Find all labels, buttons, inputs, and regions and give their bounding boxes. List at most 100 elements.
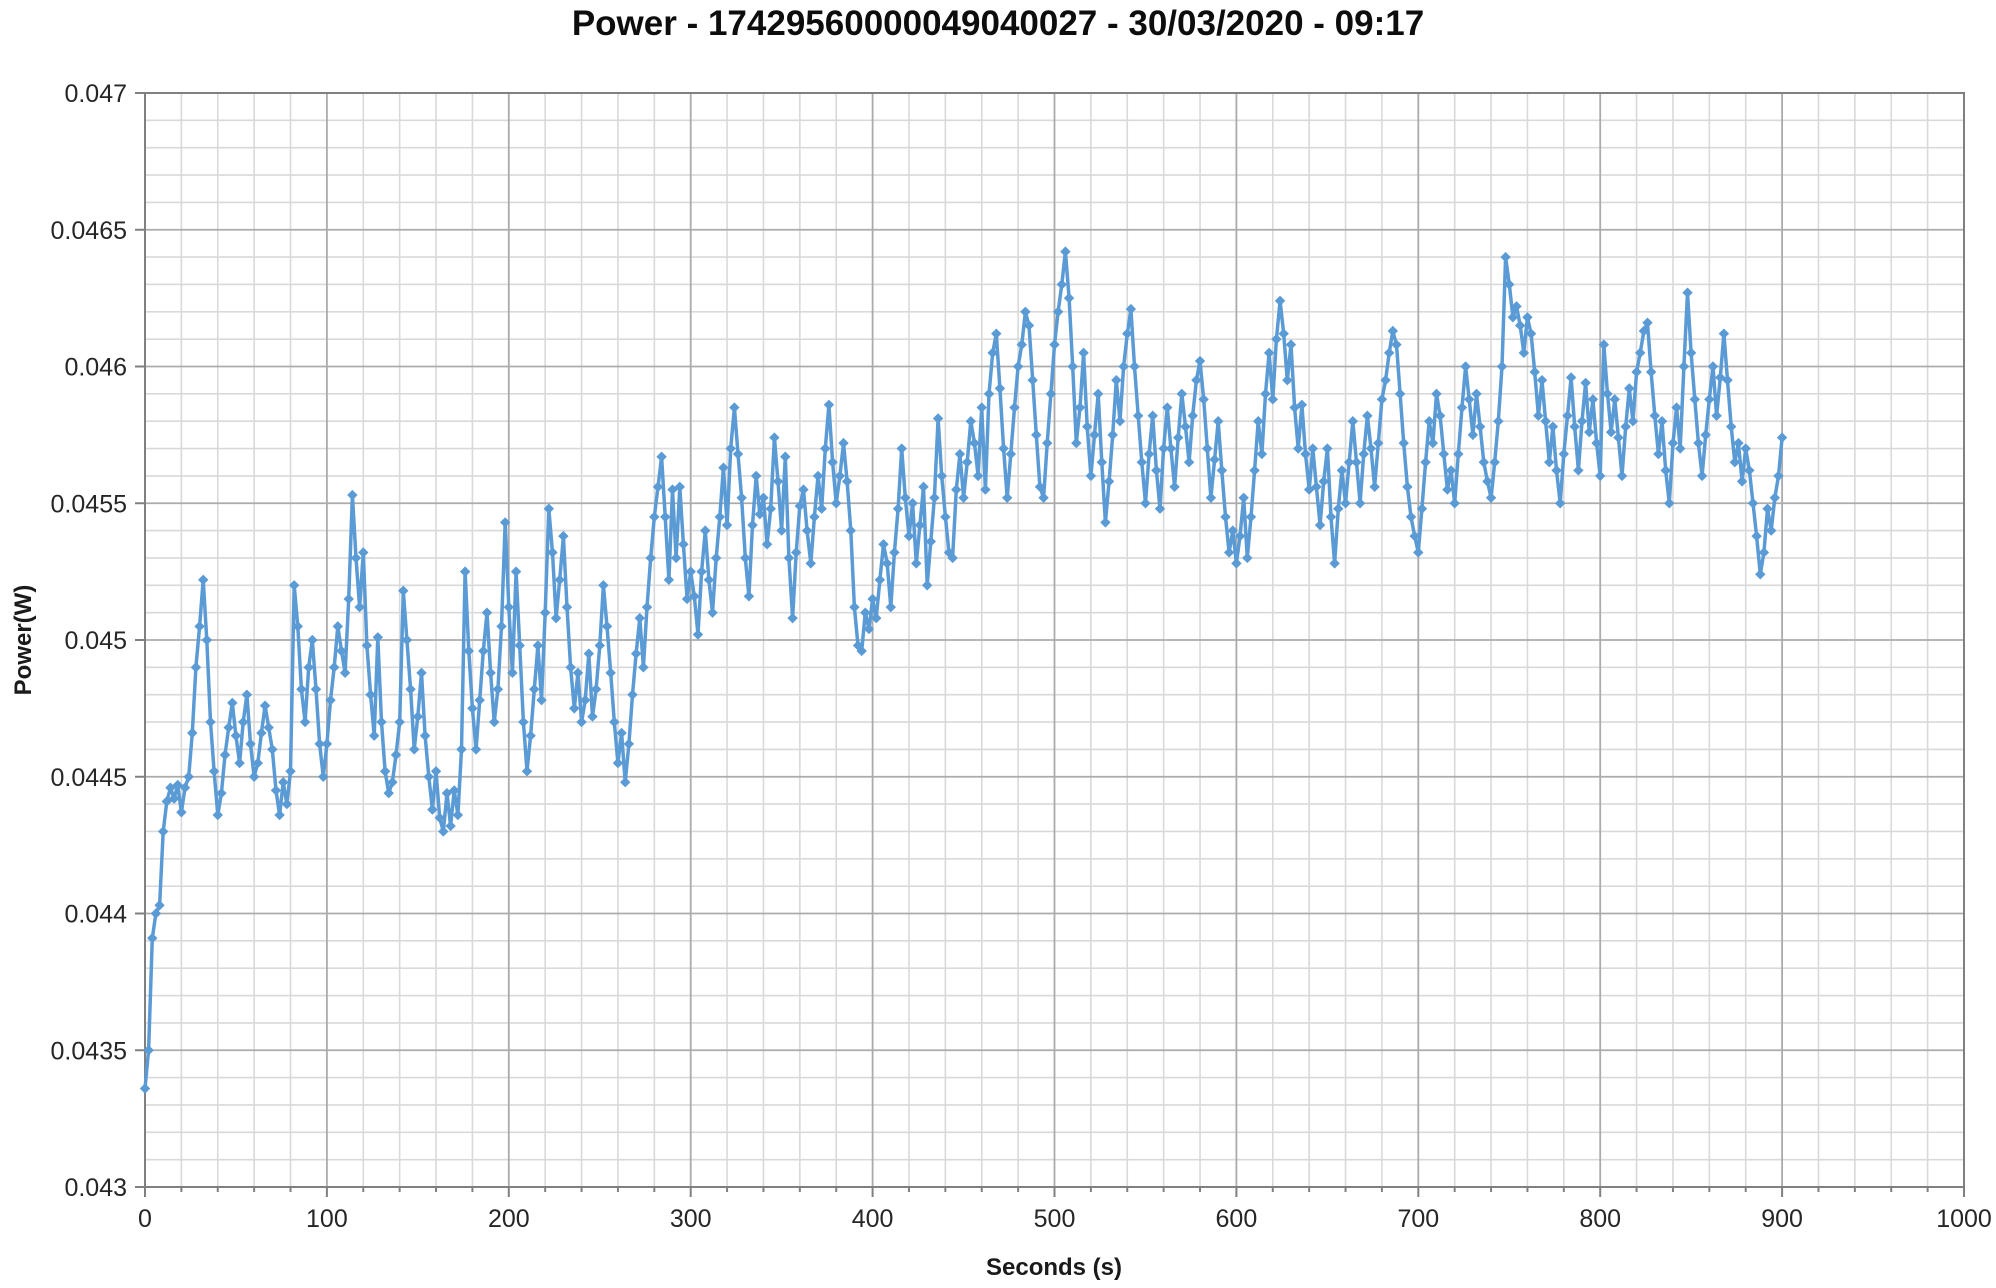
diamond-marker xyxy=(969,437,980,449)
diamond-marker xyxy=(849,601,860,613)
diamond-marker xyxy=(670,552,682,564)
diamond-marker xyxy=(492,684,504,695)
diamond-marker xyxy=(936,470,947,482)
diamond-marker xyxy=(714,511,726,523)
diamond-marker xyxy=(328,662,340,673)
diamond-marker xyxy=(1082,421,1093,432)
diamond-marker xyxy=(1547,421,1559,432)
diamond-marker xyxy=(1322,443,1333,454)
series-markers xyxy=(139,246,1788,1094)
diamond-marker xyxy=(1682,287,1693,298)
diamond-marker xyxy=(623,738,635,750)
diamond-marker xyxy=(1213,416,1224,427)
diamond-marker xyxy=(1103,476,1115,487)
diamond-marker xyxy=(456,744,467,755)
chart-title: Power - 17429560000049040027 - 30/03/202… xyxy=(571,4,1425,43)
diamond-marker xyxy=(398,585,409,596)
diamond-marker xyxy=(368,730,380,741)
diamond-marker xyxy=(1347,416,1359,427)
diamond-marker xyxy=(721,519,733,531)
diamond-marker xyxy=(514,640,525,651)
diamond-marker xyxy=(1602,388,1613,400)
diamond-marker xyxy=(1667,437,1679,449)
diamond-marker xyxy=(1591,437,1602,449)
diamond-marker xyxy=(427,804,438,815)
diamond-marker xyxy=(994,383,1006,394)
data-series xyxy=(143,249,1784,1091)
x-tick-label: 1000 xyxy=(1936,1205,1992,1233)
diamond-marker xyxy=(1154,503,1166,514)
diamond-marker xyxy=(1725,421,1737,432)
diamond-marker xyxy=(1627,416,1639,427)
diamond-marker xyxy=(1074,402,1086,413)
diamond-marker xyxy=(1442,484,1453,495)
diamond-marker xyxy=(463,645,474,657)
diamond-marker xyxy=(347,489,358,501)
diamond-marker xyxy=(481,607,493,618)
diamond-marker xyxy=(1063,292,1075,304)
diamond-marker xyxy=(1267,394,1278,405)
diamond-marker xyxy=(543,503,555,514)
diamond-marker xyxy=(754,508,766,520)
diamond-marker xyxy=(710,552,722,564)
diamond-marker xyxy=(911,558,922,569)
diamond-marker xyxy=(1511,301,1522,312)
diamond-marker xyxy=(1202,443,1213,454)
diamond-marker xyxy=(499,517,511,528)
diamond-marker xyxy=(892,503,904,514)
diamond-marker xyxy=(634,612,645,624)
diamond-marker xyxy=(354,601,365,613)
diamond-marker xyxy=(1769,492,1781,503)
diamond-marker xyxy=(1114,416,1126,427)
diamond-marker xyxy=(449,785,460,796)
diamond-marker xyxy=(932,413,944,424)
diamond-marker xyxy=(1140,498,1151,509)
diamond-marker xyxy=(1696,470,1708,482)
diamond-marker xyxy=(1755,569,1766,580)
diamond-marker xyxy=(1514,320,1526,331)
diamond-marker xyxy=(601,621,613,632)
y-tick-label: 0.047 xyxy=(64,80,127,108)
diamond-marker xyxy=(336,645,347,657)
diamond-marker xyxy=(470,744,482,755)
diamond-marker xyxy=(1278,328,1289,339)
diamond-marker xyxy=(1253,416,1264,427)
diamond-marker xyxy=(871,612,882,624)
diamond-marker xyxy=(270,785,282,796)
diamond-marker xyxy=(1540,416,1551,427)
diamond-marker xyxy=(154,900,165,911)
diamond-marker xyxy=(1449,498,1460,509)
diamond-marker xyxy=(569,703,580,714)
diamond-marker xyxy=(1675,443,1686,454)
diamond-marker xyxy=(921,580,933,591)
diamond-marker xyxy=(248,771,260,782)
diamond-marker xyxy=(1693,437,1704,449)
diamond-marker xyxy=(907,498,918,509)
diamond-marker xyxy=(1220,511,1231,523)
diamond-marker xyxy=(1085,470,1097,482)
diamond-marker xyxy=(1656,416,1668,427)
diamond-marker xyxy=(409,744,420,755)
y-tick-label: 0.045 xyxy=(64,627,127,655)
diamond-marker xyxy=(1042,437,1053,449)
y-tick-labels: 0.043 0.0435 0.044 0.0445 0.045 0.0455 0.046 0.… xyxy=(51,80,128,1202)
diamond-marker xyxy=(630,648,642,659)
diamond-marker xyxy=(1027,374,1038,386)
diamond-marker xyxy=(885,601,896,613)
diamond-marker xyxy=(801,525,813,536)
diamond-marker xyxy=(1136,457,1148,468)
diamond-marker xyxy=(558,530,569,542)
diamond-marker xyxy=(1416,503,1428,514)
diamond-marker xyxy=(1183,457,1195,468)
diamond-marker xyxy=(649,511,660,523)
diamond-marker xyxy=(165,782,176,793)
diamond-marker xyxy=(976,402,987,413)
diamond-marker xyxy=(1333,503,1344,514)
y-tick-label: 0.046 xyxy=(64,354,127,382)
diamond-marker xyxy=(1518,347,1530,359)
diamond-marker xyxy=(758,492,769,503)
diamond-marker xyxy=(1383,347,1395,359)
diamond-marker xyxy=(1092,388,1104,400)
diamond-marker xyxy=(1398,437,1409,449)
